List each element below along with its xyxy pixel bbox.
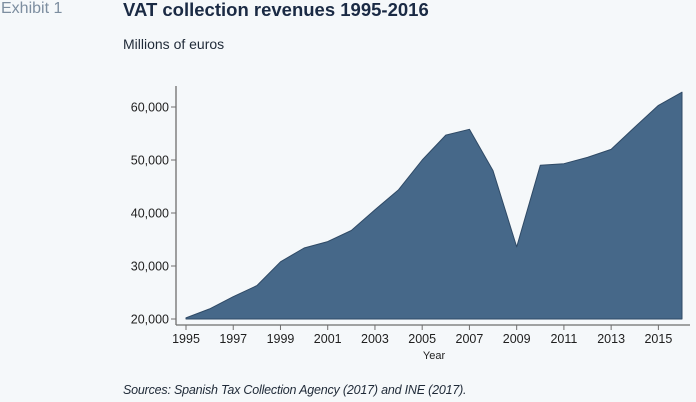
y-tick-label: 30,000 xyxy=(131,260,169,274)
y-tick-label: 60,000 xyxy=(131,101,169,115)
x-tick-label: 2005 xyxy=(408,332,436,346)
chart-title: VAT collection revenues 1995-2016 xyxy=(123,0,429,20)
x-tick-label: 1997 xyxy=(219,332,247,346)
x-axis: 1995 1997 1999 2001 2003 2005 2007 2009 2011 2013… xyxy=(172,324,690,346)
y-tick-label: 40,000 xyxy=(131,207,169,221)
x-tick-label: 2009 xyxy=(503,332,531,346)
x-tick-label: 1995 xyxy=(172,332,200,346)
y-axis: 20,000 30,000 40,000 50,000 60,000 xyxy=(131,86,177,327)
x-tick-label: 2003 xyxy=(361,332,389,346)
exhibit-label: Exhibit 1 xyxy=(1,0,63,17)
area-series-vat xyxy=(185,91,683,320)
y-tick-label: 50,000 xyxy=(131,154,169,168)
chart-subtitle: Millions of euros xyxy=(123,36,225,52)
source-note: Sources: Spanish Tax Collection Agency (… xyxy=(123,383,467,397)
x-tick-label: 2013 xyxy=(597,332,625,346)
x-axis-title: Year xyxy=(423,350,446,362)
x-tick-label: 1999 xyxy=(267,332,295,346)
x-tick-label: 2011 xyxy=(550,332,577,346)
x-tick-label: 2015 xyxy=(644,332,672,346)
y-tick-label: 20,000 xyxy=(131,313,169,327)
x-tick-label: 2001 xyxy=(314,332,342,346)
x-tick-label: 2007 xyxy=(456,332,484,346)
